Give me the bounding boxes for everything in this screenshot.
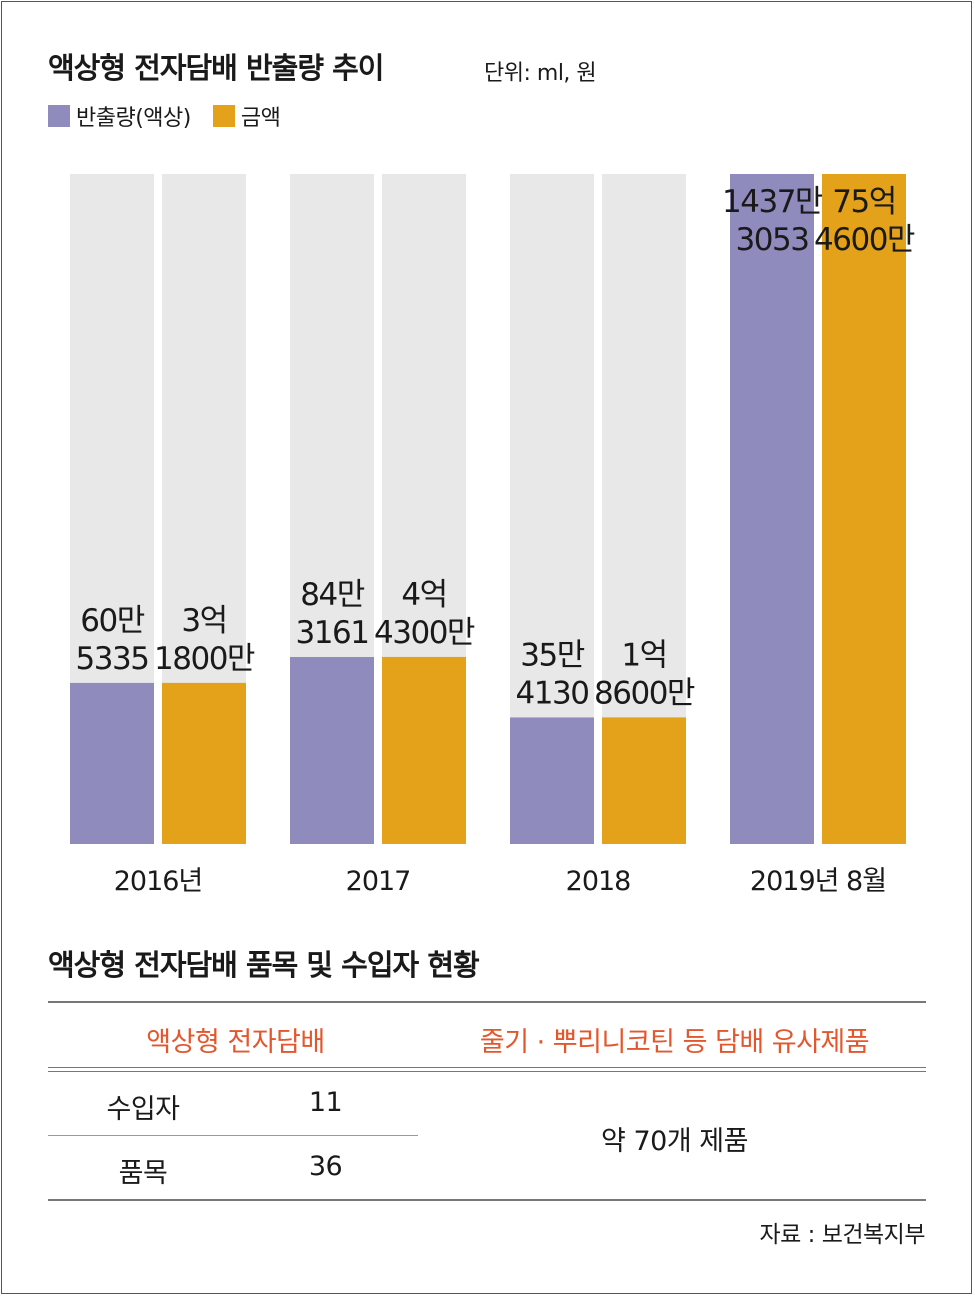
table-row-label: 품목 xyxy=(118,1158,168,1189)
data-label: 1800만 xyxy=(154,641,255,677)
data-label: 3억 xyxy=(181,603,226,639)
table-row-value: 36 xyxy=(308,1151,343,1182)
x-tick-label: 2018 xyxy=(566,866,631,897)
bar-amount xyxy=(602,717,686,844)
table-row-value: 11 xyxy=(308,1087,343,1118)
data-label: 35만 xyxy=(520,637,584,673)
import-table: 액상형 전자담배 줄기 · 뿌리니코틴 등 담배 유사제품 수입자 11 품목 … xyxy=(48,1001,926,1201)
data-label: 4억 xyxy=(401,577,446,613)
x-tick-label: 2016년 xyxy=(114,866,203,897)
data-label: 8600만 xyxy=(594,675,695,711)
bar-amount xyxy=(162,682,246,844)
legend-label-volume: 반출량(액상) xyxy=(76,106,191,131)
table-bottom-rule xyxy=(48,1199,926,1201)
data-label: 4600만 xyxy=(814,222,915,258)
bar-volume xyxy=(510,717,594,844)
data-label: 60만 xyxy=(80,603,144,639)
data-label: 4300만 xyxy=(374,615,475,651)
bar-volume xyxy=(730,174,814,844)
source-note: 자료 : 보건복지부 xyxy=(759,1222,926,1248)
bar-chart: 60만533584만316135만41301437만30533억1800만4억4… xyxy=(70,174,916,897)
table-row-rule xyxy=(48,1135,418,1136)
bar-amount xyxy=(382,656,466,844)
data-label: 1억 xyxy=(621,637,666,673)
data-label: 4130 xyxy=(516,675,589,711)
data-label: 84만 xyxy=(300,577,364,613)
unit-label: 단위: ml, 원 xyxy=(484,61,597,86)
table-title: 액상형 전자담배 품목 및 수입자 현황 xyxy=(48,948,480,982)
data-label: 3053 xyxy=(736,222,809,258)
legend-item-amount: 금액 xyxy=(212,100,281,132)
table-right-value: 약 70개 제품 xyxy=(601,1126,748,1157)
legend-swatch-amount xyxy=(212,105,235,127)
legend-label-amount: 금액 xyxy=(240,106,281,131)
chart-title: 액상형 전자담배 반출량 추이 xyxy=(48,51,384,85)
bar-volume xyxy=(290,657,374,844)
bar-amount xyxy=(822,174,906,844)
legend-swatch-volume xyxy=(48,105,70,127)
data-label: 75억 xyxy=(832,184,895,220)
table-header-left: 액상형 전자담배 xyxy=(146,1027,325,1058)
x-tick-label: 2019년 8월 xyxy=(750,866,886,897)
legend: 반출량(액상) 금액 xyxy=(48,100,302,132)
bar-volume xyxy=(70,682,154,844)
data-label: 1437만 xyxy=(722,184,823,220)
data-label: 5335 xyxy=(76,641,149,677)
table-header-right: 줄기 · 뿌리니코틴 등 담배 유사제품 xyxy=(479,1027,870,1058)
legend-item-volume: 반출량(액상) xyxy=(48,100,191,132)
table-row-label: 수입자 xyxy=(106,1094,180,1125)
table-top-rule xyxy=(48,1001,926,1003)
x-tick-label: 2017 xyxy=(346,866,411,897)
table-header-rule-2 xyxy=(48,1071,926,1072)
table-header-rule xyxy=(48,1067,926,1068)
data-label: 3161 xyxy=(296,615,369,651)
